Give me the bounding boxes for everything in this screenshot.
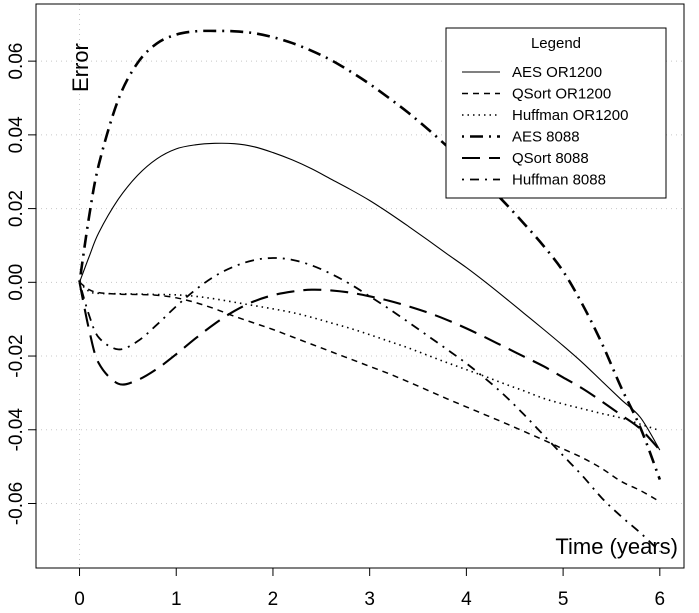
- y-tick-label: -0.02: [6, 334, 27, 377]
- legend-entry-label: AES 8088: [512, 129, 580, 146]
- legend-entry-label: Huffman 8088: [512, 172, 606, 189]
- x-axis-label: Time (years): [555, 534, 678, 559]
- legend-entry-label: AES OR1200: [512, 64, 602, 81]
- legend-entry-label: QSort 8088: [512, 150, 589, 167]
- x-tick-label: 1: [171, 589, 182, 610]
- y-tick-label: 0.00: [6, 264, 27, 301]
- x-axis: 0 1 2 3 4 5 6: [74, 568, 665, 610]
- series-line-6: [78, 257, 661, 553]
- x-tick-label: 6: [655, 589, 666, 610]
- legend-box: [445, 27, 667, 199]
- y-tick-label: -0.04: [6, 408, 27, 452]
- x-tick-label: 4: [461, 589, 472, 610]
- legend: Legend AES OR1200 QSort OR1200 Huffman OR1…: [445, 27, 667, 199]
- series-lines: [78, 29, 662, 553]
- x-tick-label: 2: [268, 589, 279, 610]
- legend-entry-label: QSort OR1200: [512, 86, 611, 103]
- y-tick-label: 0.02: [6, 190, 27, 227]
- legend-title: Legend: [531, 35, 581, 52]
- x-tick-label: 3: [364, 589, 375, 610]
- series-line-2: [79, 281, 661, 503]
- y-tick-label: 0.04: [6, 116, 27, 153]
- x-tick-label: 5: [558, 589, 569, 610]
- series-line-4: [78, 29, 662, 480]
- series-line-3: [78, 281, 661, 432]
- plot-frame: [35, 3, 685, 569]
- x-tick-label: 0: [74, 589, 85, 610]
- y-tick-label: 0.06: [6, 43, 27, 80]
- y-tick-label: -0.06: [6, 482, 27, 525]
- series-line-1: [79, 142, 661, 451]
- y-axis: -0.06 -0.04 -0.02 0.00 0.02 0.04 0.06: [6, 43, 36, 525]
- y-axis-label: Error: [68, 43, 93, 92]
- legend-entry-label: Huffman OR1200: [512, 107, 628, 124]
- series-line-5: [78, 282, 661, 451]
